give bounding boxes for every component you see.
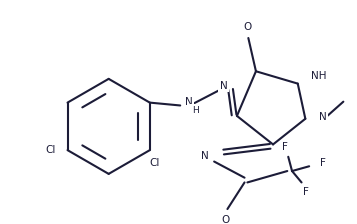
Text: O: O [243, 22, 252, 32]
Text: Cl: Cl [149, 158, 160, 168]
Text: N: N [319, 112, 326, 122]
Text: N: N [185, 97, 193, 107]
Text: N: N [220, 80, 228, 90]
Text: Cl: Cl [46, 145, 56, 155]
Text: F: F [282, 142, 287, 152]
Text: N: N [201, 151, 208, 161]
Text: NH: NH [311, 71, 327, 81]
Text: F: F [320, 158, 325, 168]
Text: O: O [221, 215, 230, 224]
Text: H: H [192, 106, 199, 115]
Text: F: F [303, 187, 309, 197]
